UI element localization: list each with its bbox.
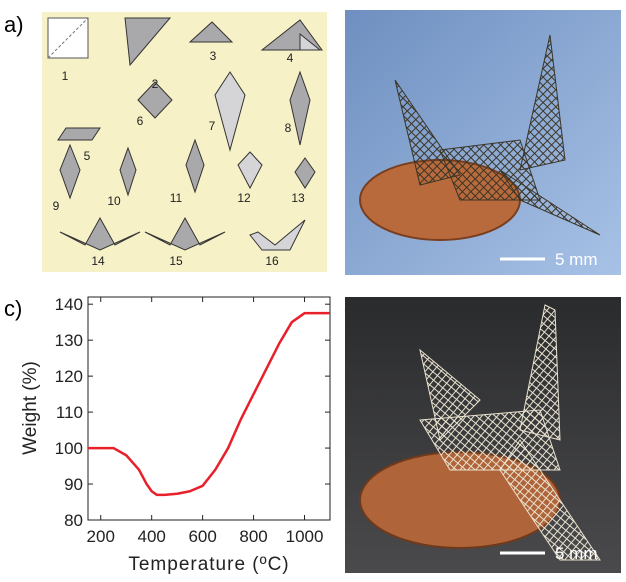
step-number: 7 bbox=[209, 119, 216, 133]
origami-diagram: 1 2 3 4 5 6 7 8 9 10 11 12 13 14 15 16 bbox=[42, 12, 327, 272]
x-tick-label: 400 bbox=[137, 527, 165, 546]
step-number: 10 bbox=[107, 194, 121, 208]
x-tick-label: 600 bbox=[188, 527, 216, 546]
step-number: 16 bbox=[265, 254, 279, 268]
scale-bar-label: 5 mm bbox=[555, 544, 598, 563]
step-number: 9 bbox=[53, 199, 60, 213]
x-tick-label: 1000 bbox=[286, 527, 324, 546]
data-line bbox=[88, 313, 330, 495]
y-tick-label: 140 bbox=[55, 295, 83, 314]
panel-label: c) bbox=[4, 296, 22, 321]
photo-crane-ceramic: 5 mm bbox=[345, 297, 621, 573]
y-tick-label: 130 bbox=[55, 331, 83, 350]
step-number: 3 bbox=[210, 49, 217, 63]
step-number: 14 bbox=[91, 254, 105, 268]
step-number: 12 bbox=[237, 191, 251, 205]
y-tick-label: 120 bbox=[55, 367, 83, 386]
x-axis-label: Temperature (ºC) bbox=[128, 554, 289, 575]
step-number: 1 bbox=[62, 69, 69, 83]
step-number: 6 bbox=[137, 114, 144, 128]
step-number: 15 bbox=[169, 254, 183, 268]
y-axis-label: Weight (%) bbox=[20, 361, 41, 455]
chart: Temperature (ºC) Weight (%) 80 90 100 110 12… bbox=[20, 295, 330, 575]
scale-bar-label: 5 mm bbox=[555, 250, 598, 269]
photo-crane-metal: 5 mm bbox=[345, 10, 621, 275]
y-tick-label: 100 bbox=[55, 439, 83, 458]
y-tick-label: 90 bbox=[64, 475, 83, 494]
x-tick-label: 800 bbox=[239, 527, 267, 546]
step-number: 5 bbox=[84, 149, 91, 163]
step-shape bbox=[48, 18, 88, 58]
figure: a) 1 2 3 4 5 6 7 8 9 10 11 12 13 14 15 1… bbox=[0, 0, 626, 577]
plot-frame bbox=[88, 297, 330, 520]
x-tick-label: 200 bbox=[87, 527, 115, 546]
step-number: 2 bbox=[152, 77, 159, 91]
step-number: 13 bbox=[291, 191, 305, 205]
y-tick-label: 110 bbox=[56, 403, 83, 422]
step-number: 8 bbox=[285, 121, 292, 135]
panel-label: a) bbox=[4, 12, 24, 37]
step-number: 11 bbox=[170, 191, 183, 205]
y-tick-label: 80 bbox=[64, 511, 83, 530]
step-number: 4 bbox=[287, 51, 294, 65]
